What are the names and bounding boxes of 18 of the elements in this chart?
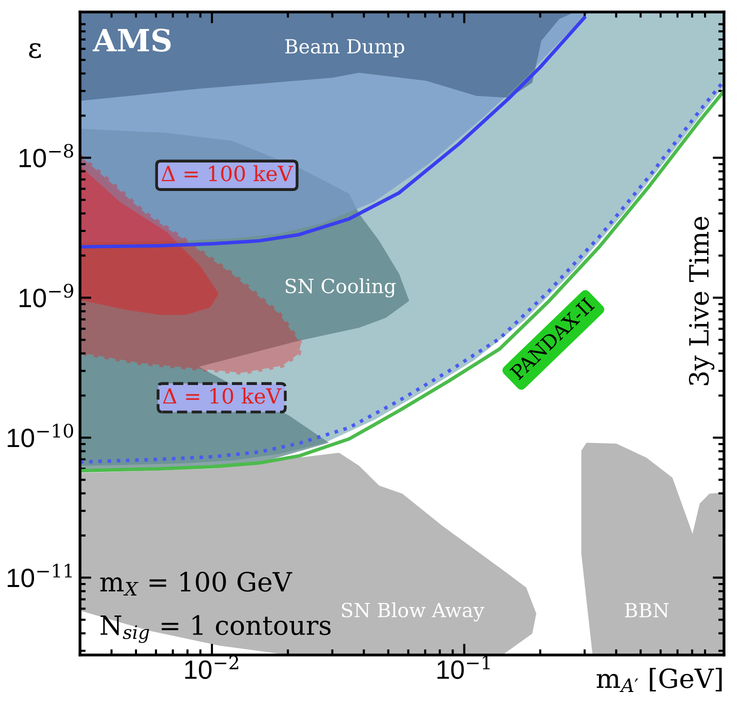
y-axis-title: ε (29, 43, 41, 58)
annotation: Δ = 100 keV (162, 165, 294, 182)
annotation: SN Blow Away (342, 602, 484, 622)
y-tick-label: 10$^{−11}$ (8, 564, 72, 588)
annotation: SN Cooling (286, 278, 396, 298)
annotation: Δ = 10 keV (163, 388, 282, 404)
annotation: Beam Dump (285, 39, 404, 58)
x-axis-title: m$_{A′}$ [GeV] (596, 668, 722, 692)
y-tick-label: 10$^{−9}$ (20, 284, 74, 308)
y-tick-label: 10$^{−8}$ (20, 144, 74, 168)
annotation: N$_{sig}$ = 1 contours (100, 615, 331, 643)
annotation: AMS (92, 28, 171, 52)
annotation: BBN (624, 603, 669, 618)
x-tick-label: 10$^{−2}$ (185, 656, 238, 680)
x-tick-label: 10$^{−1}$ (438, 656, 490, 680)
y-tick-label: 10$^{−10}$ (8, 424, 74, 448)
annotation: m$_{X}$ = 100 GeV (100, 572, 292, 596)
annotation: 3y Live Time (688, 216, 714, 386)
